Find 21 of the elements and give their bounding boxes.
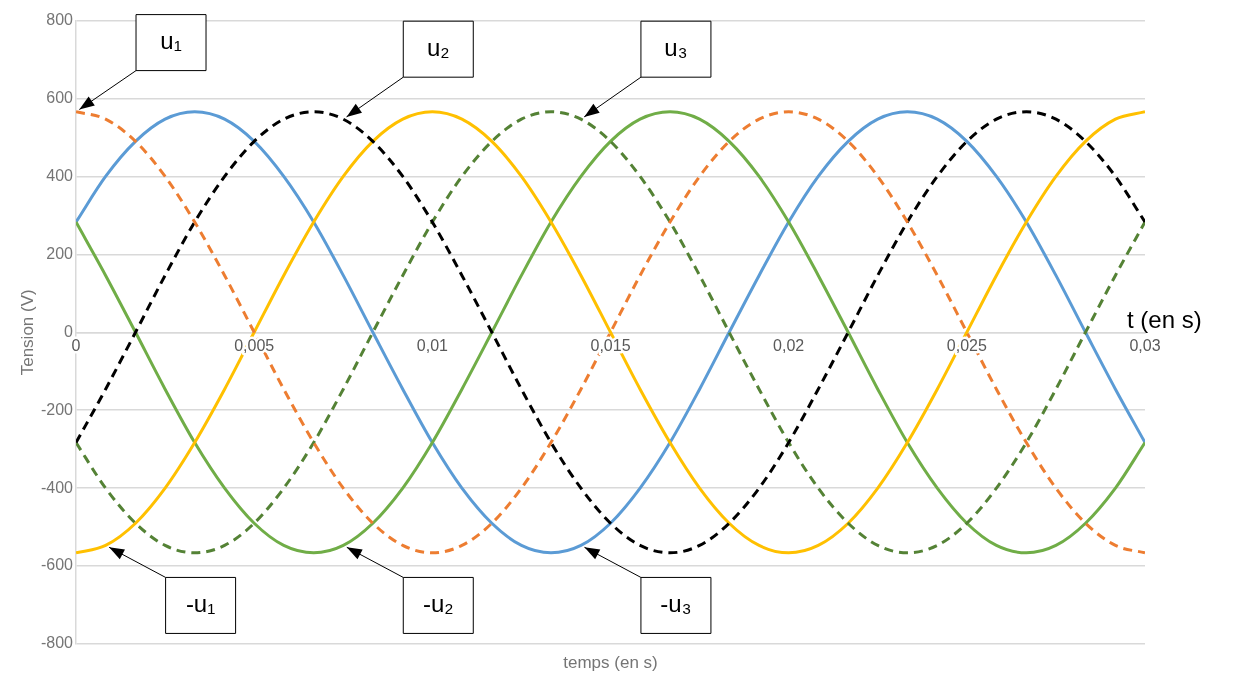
y-tick-label: 0 [64,322,74,340]
y-tick-label: -200 [40,400,74,418]
annotation: -u₃ [660,590,692,618]
annotation: -u₁ [185,590,216,618]
annotation: -u₂ [422,590,454,618]
y-tick-label: -800 [40,634,74,652]
y-tick-label: 800 [46,11,74,29]
x-axis-title: temps (en s) [563,653,658,672]
annotation: u₃ [664,33,688,61]
x-tick-label: 0,02 [773,336,805,354]
x-tick-label: 0,03 [1129,336,1161,354]
y-axis-title: Tension (V) [17,289,37,376]
y-tick-label: 600 [46,88,74,106]
x-tick-label: 0,01 [416,336,449,354]
y-tick-label: -400 [40,478,74,496]
annotation: u₁ [160,27,182,55]
annotation: u₂ [426,33,450,61]
annotation: t (en s) [1127,306,1202,334]
y-tick-label: 200 [46,244,74,262]
y-tick-label: -600 [40,556,74,574]
y-tick-label: 400 [46,166,74,184]
